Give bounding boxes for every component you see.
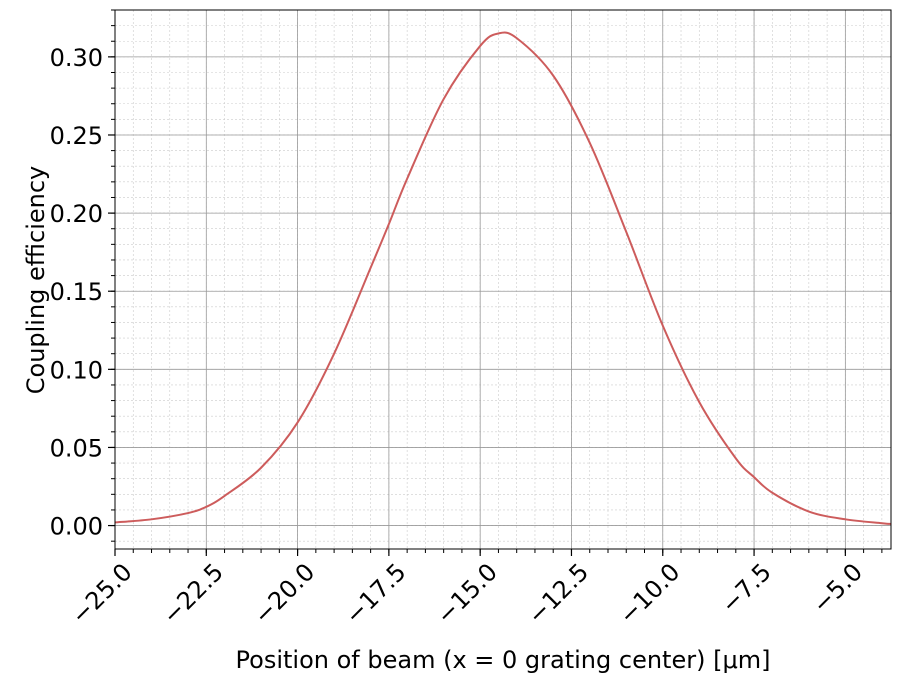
plot-frame [114,9,892,550]
y-tick-label: 0.30 [50,44,103,72]
major-grid [114,10,891,549]
x-tick-label: −10.0 [614,558,686,630]
y-tick-label: 0.25 [50,122,103,150]
x-tick-labels: −25.0 −22.5 −20.0 −17.5 −15.0 −12.5 −10.0 −7.5−… [66,558,868,630]
x-tick-label: −7.5 [716,558,777,619]
x-axis-label: Position of beam (x = 0 grating center) … [236,646,771,674]
ticks [108,9,883,556]
x-tick-label: −22.5 [157,558,229,630]
y-tick-labels: 0.00 0.05 0.10 0.15 0.20 0.25 0.30 [50,44,103,541]
x-tick-label: −5.0 [807,558,868,619]
y-tick-label: 0.15 [50,278,103,306]
y-axis-label: Coupling efficiency [22,166,50,395]
series-line [114,31,892,525]
x-tick-label: −12.5 [522,558,594,630]
y-tick-label: 0.00 [50,513,103,541]
y-tick-label: 0.20 [50,200,103,228]
y-tick-label: 0.05 [50,434,103,462]
y-tick-label: 0.10 [50,356,103,384]
minor-grid [114,9,891,549]
x-tick-label: −20.0 [248,558,320,630]
x-tick-label: −15.0 [431,558,503,630]
x-tick-label: −17.5 [340,558,412,630]
x-tick-label: −25.0 [66,558,138,630]
